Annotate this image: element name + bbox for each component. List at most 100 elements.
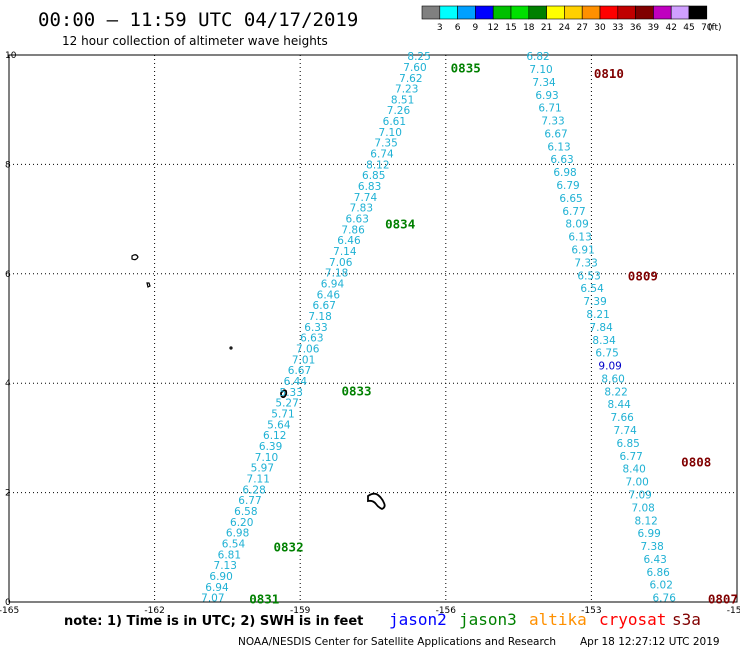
legend-bin-label: 70 [701,23,713,33]
legend-swatch [421,5,441,20]
x-tick-label: -162 [144,606,164,616]
wave-height-value: 7.34 [532,77,556,89]
wave-height-value: 6.53 [577,270,600,282]
axis-tick-labels: -165 -162 -159 -156 -153 -150 0 2 4 6 8 10 [0,51,740,616]
satellite-label-jason3: jason3 [459,610,517,629]
wave-height-value: 6.74 [370,149,394,161]
x-tick-label: -150 [727,606,740,616]
y-tick-label: 4 [5,379,11,389]
wave-height-value: 8.12 [366,159,389,171]
wave-height-value: 6.85 [362,170,385,182]
wave-height-value: 6.46 [317,289,341,301]
wave-height-value: 7.10 [379,127,402,139]
wave-height-value: 6.43 [643,554,666,566]
wave-height-value: 6.82 [526,51,549,63]
legend-swatch [439,5,458,20]
legend-bin-label: 24 [559,23,571,33]
wave-height-value: 6.54 [580,283,604,295]
legend-swatch [617,5,636,20]
wave-height-value: 7.86 [341,224,365,236]
wave-height-value: 6.77 [562,206,585,218]
wave-height-value: 6.61 [383,116,406,128]
wave-height-value: 7.11 [247,473,270,485]
wave-height-value: 6.81 [218,549,241,561]
wave-height-value: 7.06 [296,344,320,356]
island-oahu [280,389,288,399]
wave-height-value: 6.90 [209,571,232,583]
wave-height-value: 6.13 [568,232,591,244]
legend-swatch [653,5,672,20]
legend-bin-label: 9 [473,23,479,33]
wave-height-value: 6.67 [313,300,336,312]
color-legend: 3 6 9 12 15 18 21 24 27 30 33 36 39 42 45 70 [421,5,713,33]
island-niihau [146,282,151,288]
wave-height-value: 7.06 [329,257,353,269]
wave-height-value: 6.93 [535,90,558,102]
wave-height-value: 6.83 [358,181,381,193]
satellite-label-altika: altika [529,610,587,629]
wave-height-value: 7.33 [574,257,597,269]
wave-height-value: 7.66 [610,412,634,424]
legend-swatch [635,5,654,20]
satellite-label-s3a: s3a [672,610,701,629]
wave-height-value: 7.00 [625,477,648,489]
wave-height-value: 6.20 [230,517,253,529]
wave-height-value: 6.12 [263,430,286,442]
wave-height-value: 6.63 [300,333,323,345]
wave-height-value: 6.02 [650,580,673,592]
legend-bin-label: 45 [683,23,694,33]
wave-height-value: 6.33 [304,322,327,334]
wave-height-value: 7.18 [308,311,331,323]
wave-height-value: 6.67 [288,365,311,377]
wave-height-value: 7.23 [395,84,418,96]
legend-swatch [492,5,512,20]
legend-bin-label: 21 [541,23,552,33]
wave-height-value: 7.09 [628,489,651,501]
island-dot [229,346,233,350]
wave-height-value: 6.98 [226,528,249,540]
wave-height-value: 8.21 [586,309,609,321]
plot-area: -165-162-159-156-153-1500246810 7.076.94… [0,51,740,616]
legend-bin-label: 6 [455,23,461,33]
wave-height-value: 6.65 [559,193,582,205]
track-s3a: 6.827.107.346.936.717.336.676.136.636.98… [526,51,738,606]
wave-height-value: 5.97 [251,463,274,475]
x-tick-label: -156 [436,606,457,616]
wave-height-value: 6.67 [544,128,567,140]
chart-title: 00:00 – 11:59 UTC 04/17/2019 [38,9,358,31]
legend-bin-label: 42 [665,23,676,33]
footer-credit: NOAA/NESDIS Center for Satellite Applica… [238,636,556,648]
wave-height-value: 7.13 [214,560,237,572]
wave-height-value: 6.44 [284,376,308,388]
y-tick-label: 2 [5,489,11,499]
satellite-label-cryosat: cryosat [599,610,666,629]
y-tick-label: 8 [5,160,11,170]
legend-bin-label: 3 [437,23,443,33]
plot-frame [8,54,738,603]
wave-height-value: 6.86 [646,567,670,579]
wave-height-value: 5.33 [280,387,303,399]
x-tick-label: -159 [290,606,311,616]
legend-swatch [581,5,601,20]
legend-swatch [546,5,565,20]
island-kauai [131,254,139,261]
wave-height-value: 8.51 [391,94,414,106]
legend-bin-label: 36 [630,23,642,33]
legend-swatch [599,5,619,20]
legend-swatch [475,5,494,20]
wave-height-value: 5.27 [275,398,298,410]
legend-swatch [510,5,530,20]
wave-height-value: 6.77 [619,451,642,463]
wave-height-value: 7.74 [613,425,637,437]
wave-height-value: 7.26 [387,105,411,117]
altimeter-tracks: 7.076.946.907.136.816.546.986.206.586.77… [201,51,738,606]
wave-height-value: 7.84 [589,322,613,334]
wave-height-value: 9.09 [598,361,621,373]
grid-lines [9,55,737,602]
legend-swatch [688,5,708,20]
y-tick-label: 0 [5,598,11,608]
legend-swatch [528,5,547,20]
chart-subtitle: 12 hour collection of altimeter wave hei… [62,34,328,48]
wave-height-value: 8.60 [601,373,624,385]
